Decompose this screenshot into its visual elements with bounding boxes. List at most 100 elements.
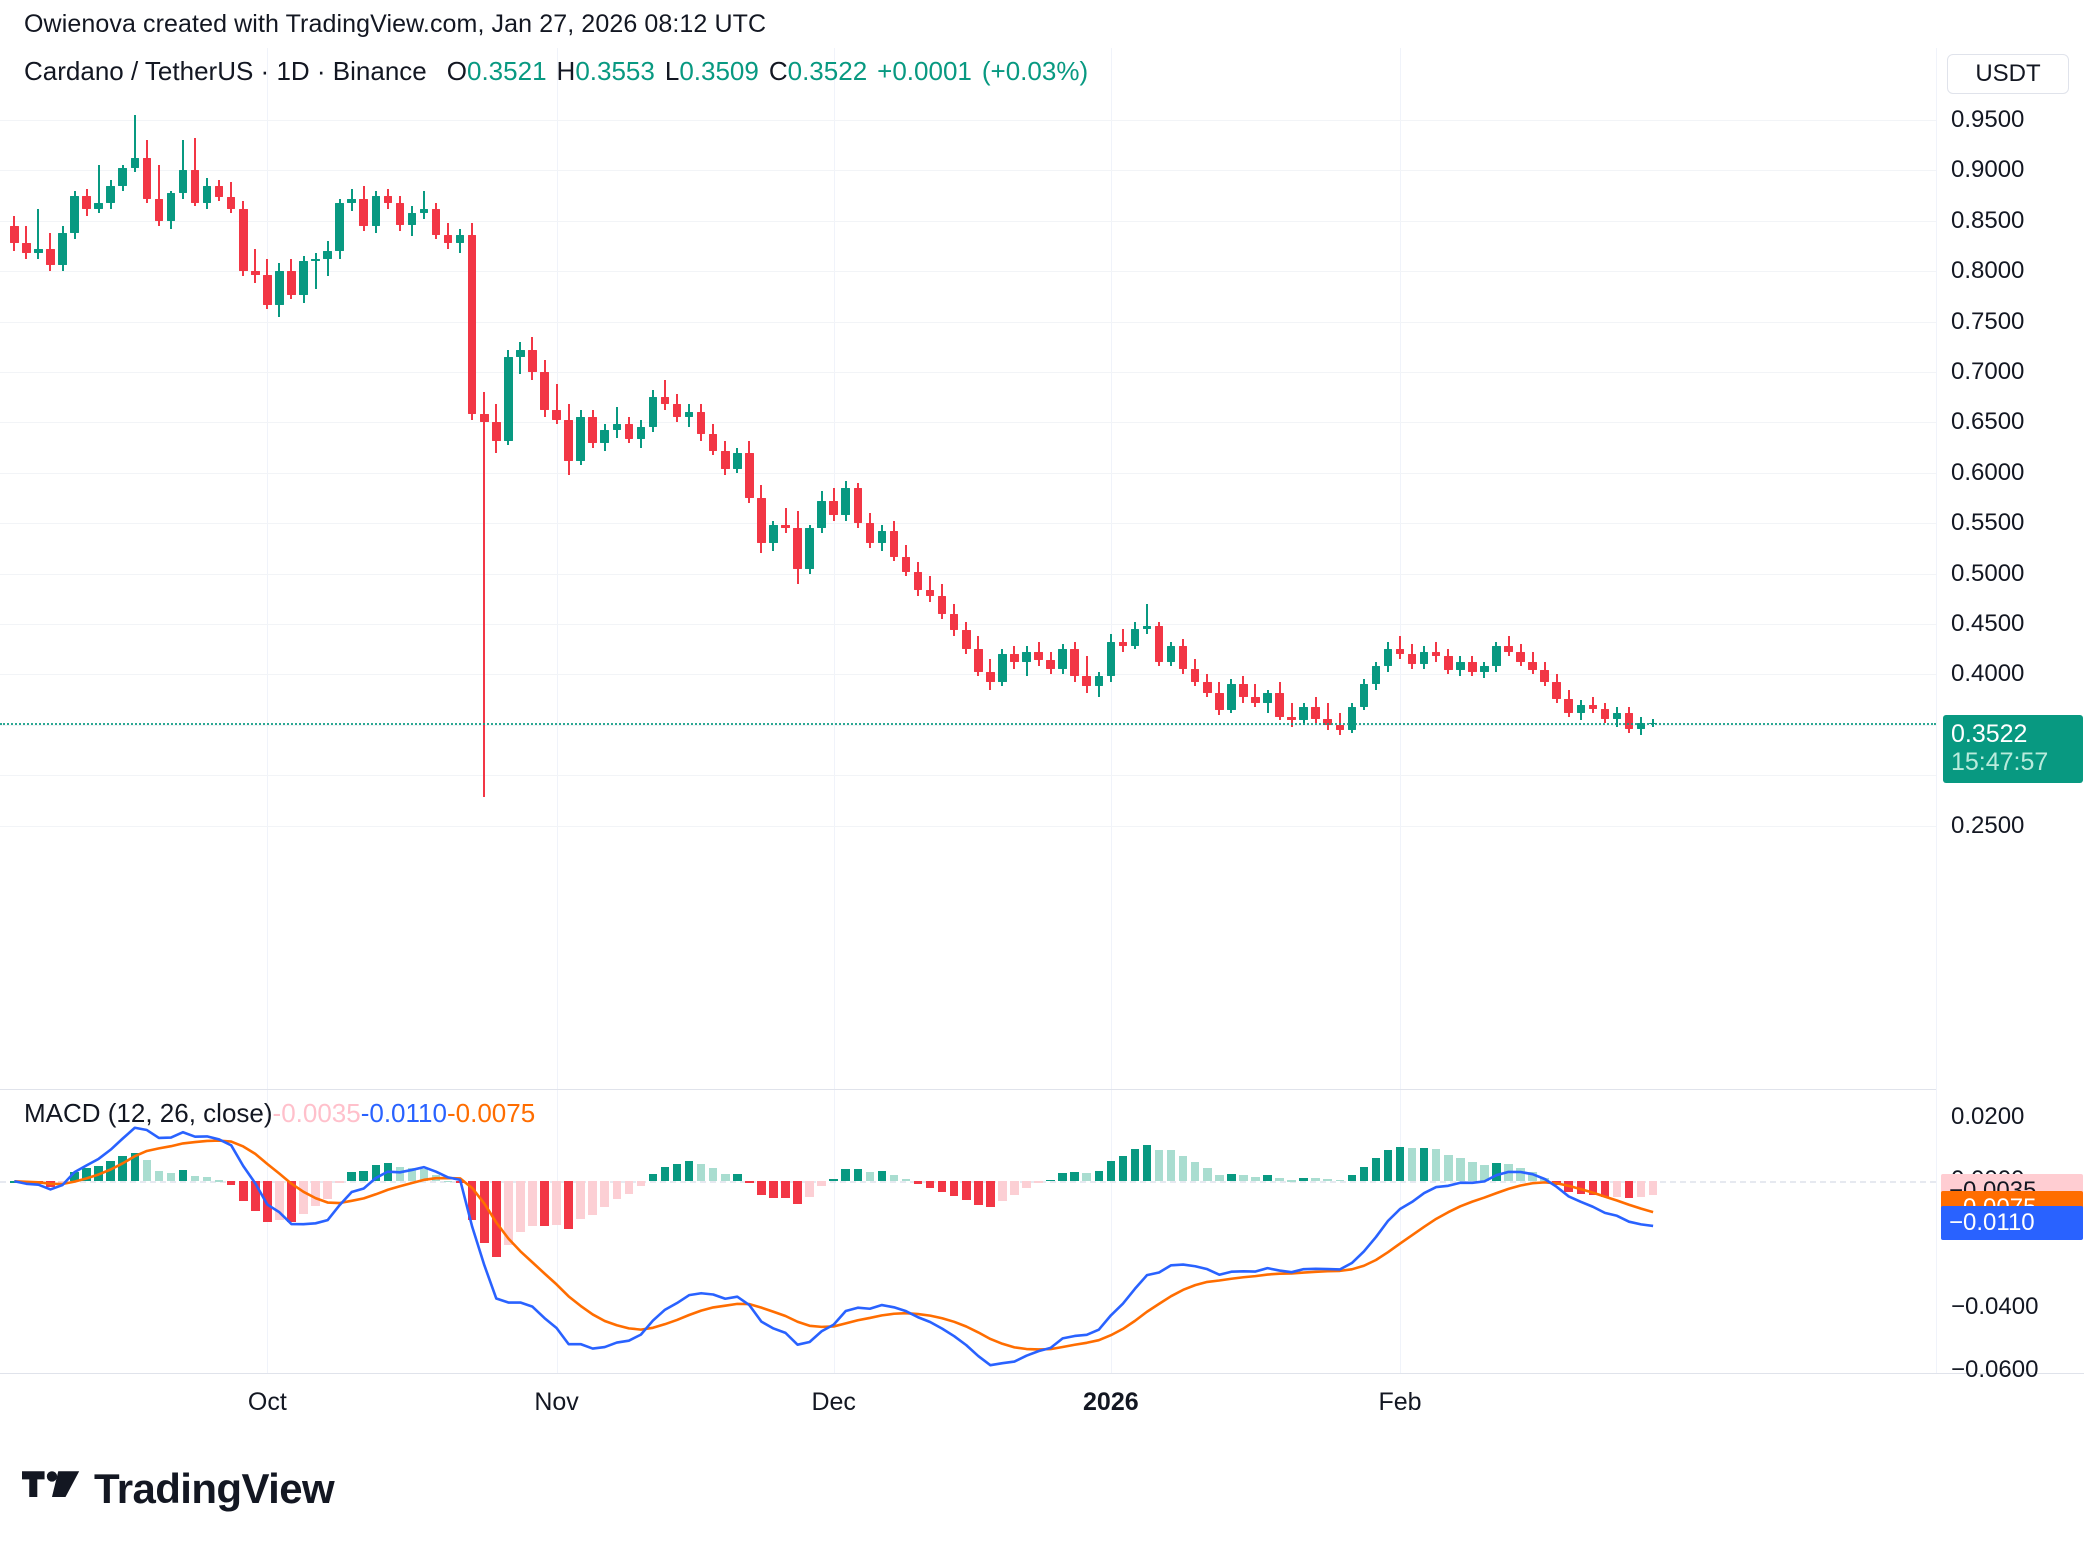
candle-body	[467, 234, 477, 415]
currency-unit-chip[interactable]: USDT	[1947, 54, 2069, 94]
macd-lines	[14, 1126, 1654, 1367]
macd-histogram-bar	[624, 1181, 634, 1194]
macd-histogram-bar	[130, 1152, 140, 1182]
macd-histogram-bar	[504, 1181, 513, 1246]
macd-histogram-bar	[600, 1181, 610, 1208]
candle-body	[793, 528, 802, 569]
candle-body	[889, 531, 899, 558]
candle-body	[1468, 662, 1477, 673]
price-tick-label: 0.6000	[1951, 458, 2025, 486]
candle-wick	[1085, 656, 1088, 693]
candle-body	[998, 654, 1007, 683]
candle-body	[937, 595, 947, 614]
macd-histogram-bar	[238, 1181, 248, 1201]
macd-histogram-bar	[1431, 1149, 1441, 1182]
macd-tick-label: −0.0400	[1951, 1292, 2039, 1320]
legend-open-label: O	[446, 56, 467, 86]
grid-line	[0, 674, 1936, 676]
candle-body	[1359, 684, 1369, 707]
macd-histogram-bar	[166, 1172, 176, 1182]
legend-symbol[interactable]: Cardano / TetherUS	[24, 56, 254, 86]
macd-histogram-bar	[1022, 1181, 1031, 1188]
candle-body	[1239, 684, 1248, 697]
candle-wick	[555, 384, 558, 425]
candle-body	[299, 261, 308, 296]
macd-histogram-bar	[817, 1181, 826, 1186]
tradingview-wordmark: TradingView	[94, 1465, 335, 1512]
macd-histogram-bar	[1142, 1144, 1152, 1182]
legend-close-value: 0.3522	[787, 56, 868, 86]
time-axis[interactable]: Oct Nov Dec 2026 Feb	[0, 1373, 2084, 1431]
macd-histogram-bar	[323, 1181, 332, 1199]
macd-title[interactable]: MACD (12, 26, close)	[24, 1098, 273, 1128]
candle-wick	[97, 165, 100, 213]
macd-histogram-bar	[612, 1181, 622, 1199]
candle-body	[588, 417, 597, 443]
legend-close-label: C	[768, 56, 788, 86]
candle-body	[22, 242, 31, 254]
macd-histogram-bar	[781, 1181, 790, 1199]
candle-body	[479, 414, 489, 423]
candle-body	[383, 195, 393, 203]
macd-histogram-bar	[757, 1181, 766, 1196]
macd-histogram-bar	[720, 1174, 730, 1182]
macd-histogram-bar	[359, 1171, 369, 1182]
candle-body	[1407, 654, 1417, 665]
macd-histogram-bar	[696, 1163, 706, 1182]
candle-body	[106, 185, 115, 203]
macd-histogram-bar	[1166, 1150, 1176, 1182]
candle-body	[1431, 652, 1441, 657]
candle-body	[10, 225, 19, 243]
candle-body	[600, 430, 610, 443]
macd-histogram-bar	[793, 1181, 802, 1205]
time-tick-label: Oct	[247, 1388, 287, 1416]
grid-line	[0, 170, 1936, 172]
candle-wick	[25, 225, 28, 260]
candle-body	[1624, 712, 1634, 729]
candle-body	[1251, 696, 1260, 703]
macd-histogram-bar	[1347, 1174, 1357, 1182]
time-grid-line	[556, 48, 558, 1373]
legend-interval[interactable]: 1D	[276, 56, 310, 86]
macd-histogram-bar	[1323, 1179, 1333, 1182]
macd-histogram-bar	[998, 1181, 1007, 1201]
candle-body	[70, 195, 79, 233]
macd-legend: MACD (12, 26, close)-0.0035-0.0110-0.007…	[24, 1098, 535, 1129]
legend-exchange[interactable]: Binance	[332, 56, 427, 86]
candle-body	[1311, 706, 1320, 719]
price-scale[interactable]: USDT 0.9500 0.9000 0.8500 0.8000 0.7500 0.700…	[1936, 48, 2084, 1383]
candle-body	[190, 170, 200, 203]
macd-histogram-bar	[660, 1166, 670, 1182]
macd-histogram-bar	[986, 1181, 995, 1208]
current-price-badge[interactable]: 0.3522 15:47:57	[1943, 714, 2083, 783]
chart-area[interactable]: Cardano / TetherUS · 1D · Binance O0.3521…	[0, 48, 2084, 1373]
candle-body	[263, 275, 272, 306]
macd-value-badge[interactable]: −0.0110	[1941, 1206, 2083, 1241]
candle-body	[275, 271, 284, 306]
candle-body	[1552, 682, 1561, 699]
current-price-value: 0.3522	[1951, 719, 2028, 748]
price-tick-label: 0.4500	[1951, 610, 2025, 637]
macd-histogram-bar	[1395, 1146, 1405, 1182]
macd-histogram-bar	[1624, 1181, 1634, 1199]
macd-histogram-bar	[118, 1156, 128, 1182]
macd-histogram-bar	[106, 1161, 115, 1182]
macd-histogram-bar	[251, 1181, 260, 1211]
candle-body	[853, 487, 863, 524]
candle-wick	[1326, 702, 1329, 730]
macd-histogram-bar	[419, 1168, 429, 1182]
macd-histogram-bar	[516, 1181, 525, 1233]
macd-histogram-bar	[829, 1179, 838, 1182]
candle-body	[769, 525, 778, 544]
candle-wick	[133, 114, 136, 173]
candle-body	[335, 202, 344, 252]
candle-wick	[37, 208, 40, 260]
macd-histogram-bar	[202, 1176, 212, 1182]
grid-line	[0, 271, 1936, 273]
candle-body	[58, 232, 67, 266]
candle-body	[552, 410, 561, 421]
macd-indicator-pane[interactable]: MACD (12, 26, close)-0.0035-0.0110-0.007…	[0, 1089, 1936, 1421]
candle-body	[986, 672, 995, 683]
grid-line	[0, 523, 1936, 525]
candle-body	[1564, 698, 1574, 713]
